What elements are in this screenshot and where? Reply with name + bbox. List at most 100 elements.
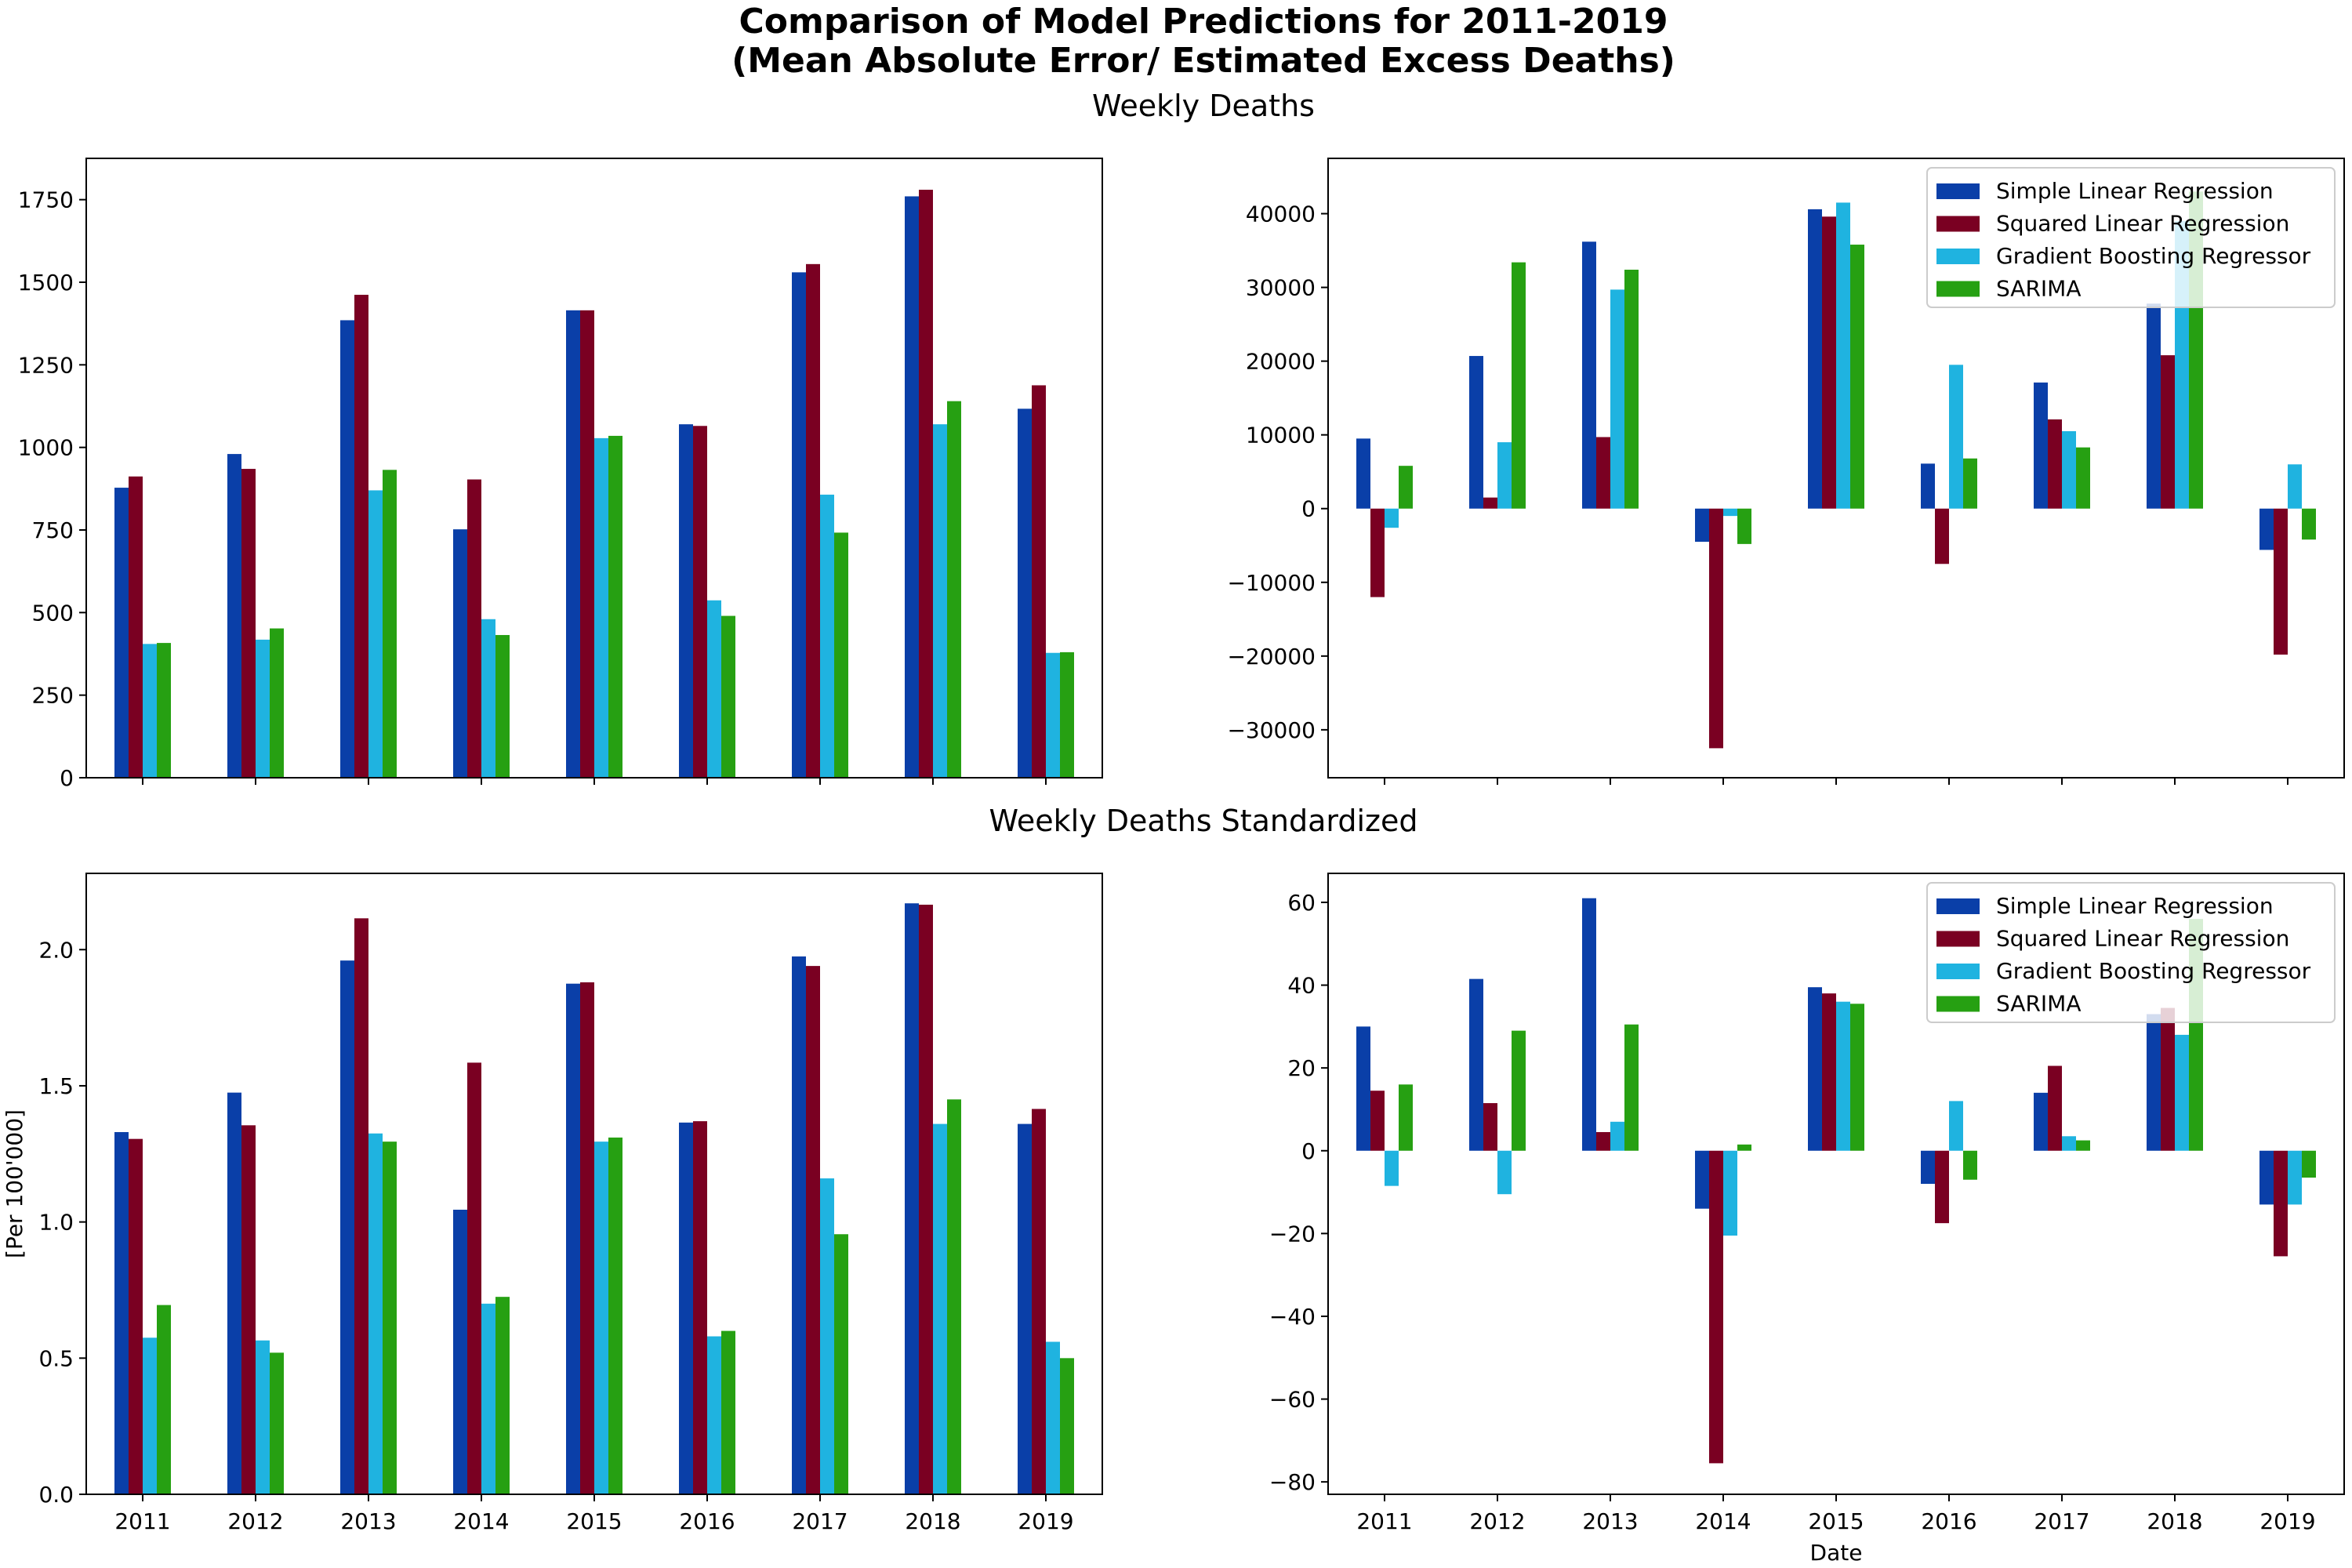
bar-sarima-2016 bbox=[1963, 458, 1977, 509]
bar-squared-linear-regression-2015 bbox=[1822, 993, 1836, 1151]
x-tick-label: 2018 bbox=[2147, 1508, 2202, 1534]
bar-sarima-2018 bbox=[947, 1099, 961, 1494]
bar-simple-linear-regression-2016 bbox=[1921, 1150, 1935, 1184]
bar-squared-linear-regression-2015 bbox=[580, 982, 594, 1494]
y-tick-label: −40 bbox=[1269, 1304, 1316, 1330]
bar-gradient-boosting-regressor-2017 bbox=[820, 1178, 834, 1494]
bar-sarima-2011 bbox=[157, 643, 171, 778]
chart-bottom-left: 0.0 0.5 1.0 1.5 2.0 2011 2012 2013 2014 2015 2016 2… bbox=[2, 873, 1103, 1534]
bar-gradient-boosting-regressor-2018 bbox=[933, 1123, 947, 1494]
legend-box bbox=[1926, 882, 2336, 1023]
bar-gradient-boosting-regressor-2015 bbox=[594, 1142, 608, 1494]
legend-swatch-simple-linear-regression bbox=[1936, 183, 1980, 199]
bar-squared-linear-regression-2016 bbox=[1935, 1150, 1949, 1224]
bar-squared-linear-regression-2017 bbox=[2048, 1065, 2062, 1151]
bar-simple-linear-regression-2019 bbox=[2259, 1150, 2274, 1205]
bar-gradient-boosting-regressor-2017 bbox=[2062, 1136, 2076, 1151]
x-axis-label: Date bbox=[1810, 1540, 1863, 1566]
legend-box bbox=[1926, 167, 2336, 308]
legend-label-simple-linear-regression: Simple Linear Regression bbox=[1996, 893, 2274, 919]
bar-gradient-boosting-regressor-2017 bbox=[820, 494, 834, 778]
bar-sarima-2013 bbox=[383, 1142, 397, 1494]
bar-gradient-boosting-regressor-2016 bbox=[1949, 365, 1963, 509]
bar-simple-linear-regression-2018 bbox=[905, 196, 919, 778]
bar-gradient-boosting-regressor-2012 bbox=[256, 639, 270, 778]
bar-gradient-boosting-regressor-2019 bbox=[1046, 652, 1060, 778]
bar-squared-linear-regression-2017 bbox=[2048, 419, 2062, 509]
bar-squared-linear-regression-2016 bbox=[693, 1121, 707, 1494]
y-tick-label: 0.5 bbox=[38, 1345, 74, 1371]
bar-simple-linear-regression-2014 bbox=[453, 529, 467, 778]
row-title-weekly-deaths: Weekly Deaths bbox=[1092, 89, 1315, 123]
bar-simple-linear-regression-2011 bbox=[1356, 1026, 1370, 1151]
y-tick-label: 1000 bbox=[18, 435, 74, 461]
bar-gradient-boosting-regressor-2015 bbox=[1836, 1001, 1850, 1151]
bar-squared-linear-regression-2011 bbox=[1370, 508, 1385, 597]
bar-gradient-boosting-regressor-2019 bbox=[1046, 1341, 1060, 1494]
bar-gradient-boosting-regressor-2012 bbox=[1497, 442, 1512, 509]
bar-gradient-boosting-regressor-2012 bbox=[1497, 1150, 1512, 1195]
bar-simple-linear-regression-2018 bbox=[2147, 303, 2161, 509]
bar-simple-linear-regression-2019 bbox=[1018, 1123, 1032, 1494]
x-tick-label: 2011 bbox=[1356, 1508, 1412, 1534]
bar-sarima-2012 bbox=[270, 1352, 284, 1494]
bar-simple-linear-regression-2012 bbox=[1469, 356, 1483, 509]
y-tick-label: −30000 bbox=[1227, 717, 1316, 743]
bar-sarima-2013 bbox=[1624, 270, 1639, 509]
bar-sarima-2015 bbox=[608, 435, 622, 778]
y-tick-label: 750 bbox=[32, 517, 74, 543]
bar-gradient-boosting-regressor-2013 bbox=[1610, 289, 1624, 509]
bar-squared-linear-regression-2016 bbox=[1935, 508, 1949, 564]
bar-gradient-boosting-regressor-2018 bbox=[933, 424, 947, 778]
legend-label-simple-linear-regression: Simple Linear Regression bbox=[1996, 178, 2274, 204]
legend-label-gradient-boosting-regressor: Gradient Boosting Regressor bbox=[1996, 958, 2311, 984]
bar-sarima-2016 bbox=[721, 1330, 735, 1494]
bar-simple-linear-regression-2012 bbox=[1469, 978, 1483, 1151]
bar-squared-linear-regression-2018 bbox=[2161, 355, 2175, 509]
y-tick-label: 30000 bbox=[1246, 275, 1316, 301]
x-tick-label: 2019 bbox=[1018, 1508, 1073, 1534]
bar-sarima-2019 bbox=[2302, 508, 2316, 540]
bar-squared-linear-regression-2014 bbox=[467, 1062, 481, 1494]
y-tick-label: −10000 bbox=[1227, 570, 1316, 596]
legend-swatch-sarima bbox=[1936, 281, 1980, 297]
bar-gradient-boosting-regressor-2019 bbox=[2288, 1150, 2302, 1205]
y-tick-label: 1250 bbox=[18, 352, 74, 378]
bar-sarima-2017 bbox=[2076, 447, 2090, 509]
bar-gradient-boosting-regressor-2013 bbox=[368, 490, 383, 778]
legend: Simple Linear Regression Squared Linear R… bbox=[1926, 882, 2336, 1023]
chart-top-right: −30000 −20000 −10000 0 10000 20000 30000 40000 S… bbox=[1227, 158, 2345, 785]
legend: Simple Linear Regression Squared Linear R… bbox=[1926, 167, 2336, 308]
bar-sarima-2011 bbox=[1399, 1084, 1413, 1151]
x-tick-label: 2017 bbox=[2034, 1508, 2089, 1534]
bar-squared-linear-regression-2014 bbox=[1709, 508, 1723, 749]
bar-sarima-2016 bbox=[721, 615, 735, 778]
bar-sarima-2019 bbox=[2302, 1150, 2316, 1178]
bar-simple-linear-regression-2017 bbox=[792, 272, 806, 778]
bar-simple-linear-regression-2013 bbox=[1582, 241, 1596, 509]
y-tick-label: −20 bbox=[1269, 1221, 1316, 1247]
legend-label-gradient-boosting-regressor: Gradient Boosting Regressor bbox=[1996, 243, 2311, 269]
y-tick-label: 2.0 bbox=[38, 937, 74, 963]
legend-label-squared-linear-regression: Squared Linear Regression bbox=[1996, 926, 2289, 952]
bar-simple-linear-regression-2019 bbox=[2259, 508, 2274, 550]
bar-squared-linear-regression-2013 bbox=[1596, 437, 1610, 509]
legend-label-squared-linear-regression: Squared Linear Regression bbox=[1996, 211, 2289, 237]
bar-sarima-2014 bbox=[1737, 1144, 1751, 1151]
y-tick-label: −80 bbox=[1269, 1469, 1316, 1495]
x-tick-label: 2013 bbox=[340, 1508, 396, 1534]
y-tick-label: 1500 bbox=[18, 270, 74, 296]
bar-sarima-2019 bbox=[1060, 1358, 1074, 1494]
bar-gradient-boosting-regressor-2013 bbox=[368, 1133, 383, 1494]
legend-label-sarima: SARIMA bbox=[1996, 276, 2081, 302]
bar-gradient-boosting-regressor-2013 bbox=[1610, 1121, 1624, 1151]
bar-squared-linear-regression-2015 bbox=[1822, 216, 1836, 509]
bar-squared-linear-regression-2014 bbox=[467, 479, 481, 778]
bar-squared-linear-regression-2018 bbox=[2161, 1007, 2175, 1151]
bar-gradient-boosting-regressor-2011 bbox=[1385, 1150, 1399, 1186]
bar-simple-linear-regression-2012 bbox=[227, 1092, 241, 1494]
bar-squared-linear-regression-2011 bbox=[1370, 1091, 1385, 1151]
bar-sarima-2014 bbox=[495, 634, 510, 778]
bar-squared-linear-regression-2018 bbox=[919, 904, 933, 1494]
